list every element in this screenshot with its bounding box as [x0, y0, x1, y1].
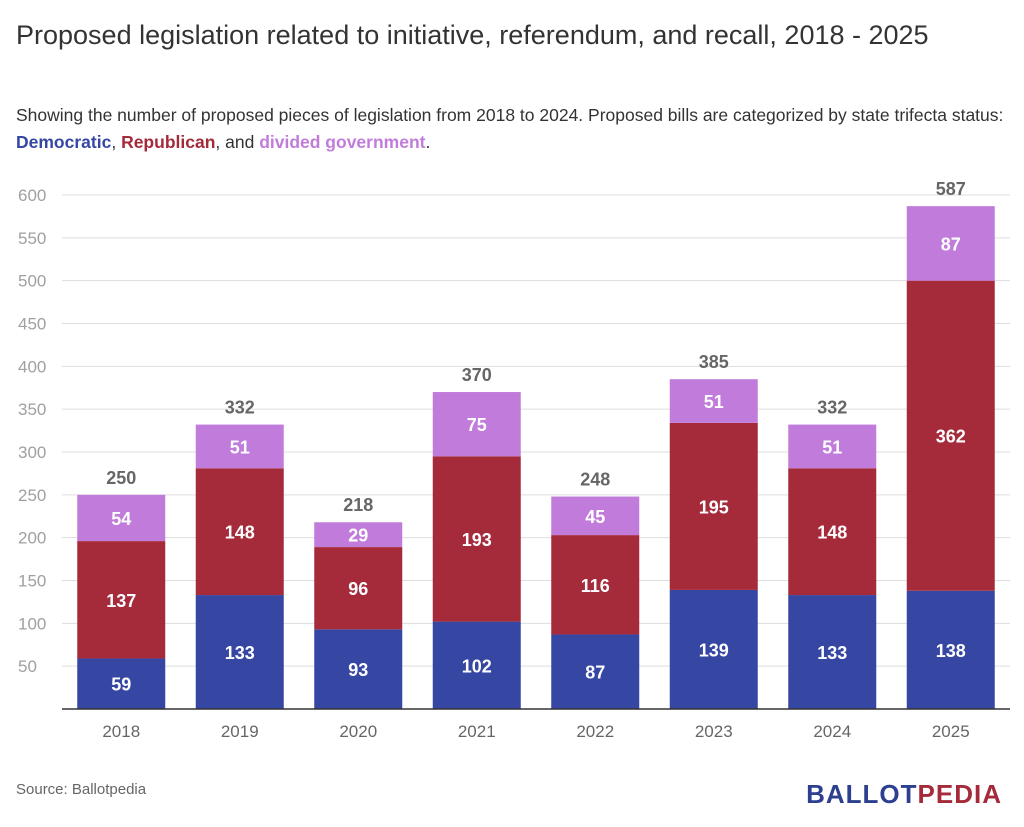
bar-republican-2021: [432, 456, 521, 622]
y-tick-label: 50: [18, 657, 37, 676]
bar-divided-2020: [314, 522, 403, 548]
y-tick-label: 350: [18, 400, 46, 419]
bar-democratic-2019: [195, 595, 284, 709]
y-tick-label: 400: [18, 357, 46, 376]
data-label-divided: 54: [111, 509, 131, 529]
bar-divided-2018: [77, 494, 166, 542]
x-tick-label: 2024: [813, 722, 851, 741]
total-label: 248: [580, 470, 610, 490]
bar-republican-2018: [77, 541, 166, 659]
bar-republican-2020: [314, 547, 403, 630]
x-tick-label: 2025: [932, 722, 970, 741]
data-label-republican: 116: [581, 576, 610, 596]
data-label-democratic: 87: [585, 663, 605, 683]
bar-republican-2025: [906, 280, 995, 591]
bar-democratic-2023: [669, 589, 758, 709]
bar-democratic-2024: [788, 595, 877, 709]
total-label: 587: [936, 179, 966, 199]
y-tick-label: 600: [18, 186, 46, 205]
bar-republican-2024: [788, 468, 877, 596]
data-label-divided: 51: [822, 437, 842, 457]
bar-democratic-2025: [906, 590, 995, 709]
subtitle-sep: ,: [111, 132, 122, 152]
data-label-democratic: 59: [111, 675, 131, 695]
subtitle-end: .: [425, 132, 431, 152]
legend-democratic: Democratic: [16, 132, 112, 152]
logo-part-ballot: BALLOT: [806, 779, 918, 809]
x-tick-label: 2020: [339, 722, 377, 741]
total-label: 218: [343, 495, 373, 515]
data-label-republican: 137: [106, 591, 136, 611]
data-label-divided: 51: [704, 392, 724, 412]
bar-republican-2023: [669, 422, 758, 590]
y-tick-label: 450: [18, 315, 46, 334]
legend-divided: divided government: [259, 132, 426, 152]
data-label-divided: 51: [230, 437, 250, 457]
legend-republican: Republican: [121, 132, 216, 152]
x-tick-label: 2021: [458, 722, 496, 741]
total-label: 250: [106, 468, 136, 488]
bar-divided-2023: [669, 379, 758, 423]
x-tick-label: 2018: [102, 722, 140, 741]
data-label-republican: 148: [225, 523, 255, 543]
source-note: Source: Ballotpedia: [16, 781, 147, 798]
data-label-democratic: 138: [936, 641, 966, 661]
stacked-bar-chart: 50 100 150 200 250 300 350 400 450 500 550 600 59 137…: [18, 179, 1010, 741]
total-label: 385: [699, 352, 729, 372]
y-tick-label: 500: [18, 272, 46, 291]
bar-democratic-2018: [77, 658, 166, 709]
data-label-democratic: 133: [817, 643, 847, 663]
bar-divided-2019: [195, 424, 284, 469]
data-label-divided: 45: [585, 507, 605, 527]
data-label-divided: 75: [467, 415, 487, 435]
x-tick-label: 2019: [221, 722, 259, 741]
bar-democratic-2020: [314, 629, 403, 709]
data-label-democratic: 102: [462, 656, 492, 676]
y-tick-label: 550: [18, 229, 46, 248]
y-tick-label: 300: [18, 443, 46, 462]
bar-republican-2019: [195, 468, 284, 596]
y-tick-label: 200: [18, 529, 46, 548]
bar-divided-2021: [432, 392, 521, 457]
bar-divided-2025: [906, 206, 995, 281]
y-tick-label: 150: [18, 572, 46, 591]
x-tick-label: 2022: [576, 722, 614, 741]
x-tick-label: 2023: [695, 722, 733, 741]
total-label: 332: [225, 398, 255, 418]
bar-divided-2022: [551, 496, 640, 536]
data-label-divided: 87: [941, 234, 961, 254]
ballotpedia-logo: BALLOTPEDIA: [806, 779, 1002, 810]
bar-republican-2022: [551, 535, 640, 635]
bar-divided-2024: [788, 424, 877, 469]
logo-part-pedia: PEDIA: [917, 779, 1002, 809]
data-label-divided: 29: [348, 526, 368, 546]
chart-subtitle: Showing the number of proposed pieces of…: [16, 102, 1006, 156]
data-label-republican: 362: [936, 427, 966, 447]
total-label: 332: [817, 398, 847, 418]
data-label-democratic: 139: [699, 640, 729, 660]
chart-title: Proposed legislation related to initiati…: [16, 20, 929, 50]
data-label-republican: 148: [817, 523, 847, 543]
bar-democratic-2022: [551, 634, 640, 709]
data-label-democratic: 93: [348, 660, 368, 680]
total-label: 370: [462, 365, 492, 385]
subtitle-text: Showing the number of proposed pieces of…: [16, 105, 1004, 125]
data-label-democratic: 133: [225, 643, 255, 663]
bar-democratic-2021: [432, 621, 521, 709]
data-label-republican: 195: [699, 497, 729, 517]
data-label-republican: 96: [348, 579, 368, 599]
subtitle-sep: , and: [215, 132, 260, 152]
y-tick-label: 250: [18, 486, 46, 505]
data-label-republican: 193: [462, 530, 492, 550]
y-tick-label: 100: [18, 614, 46, 633]
